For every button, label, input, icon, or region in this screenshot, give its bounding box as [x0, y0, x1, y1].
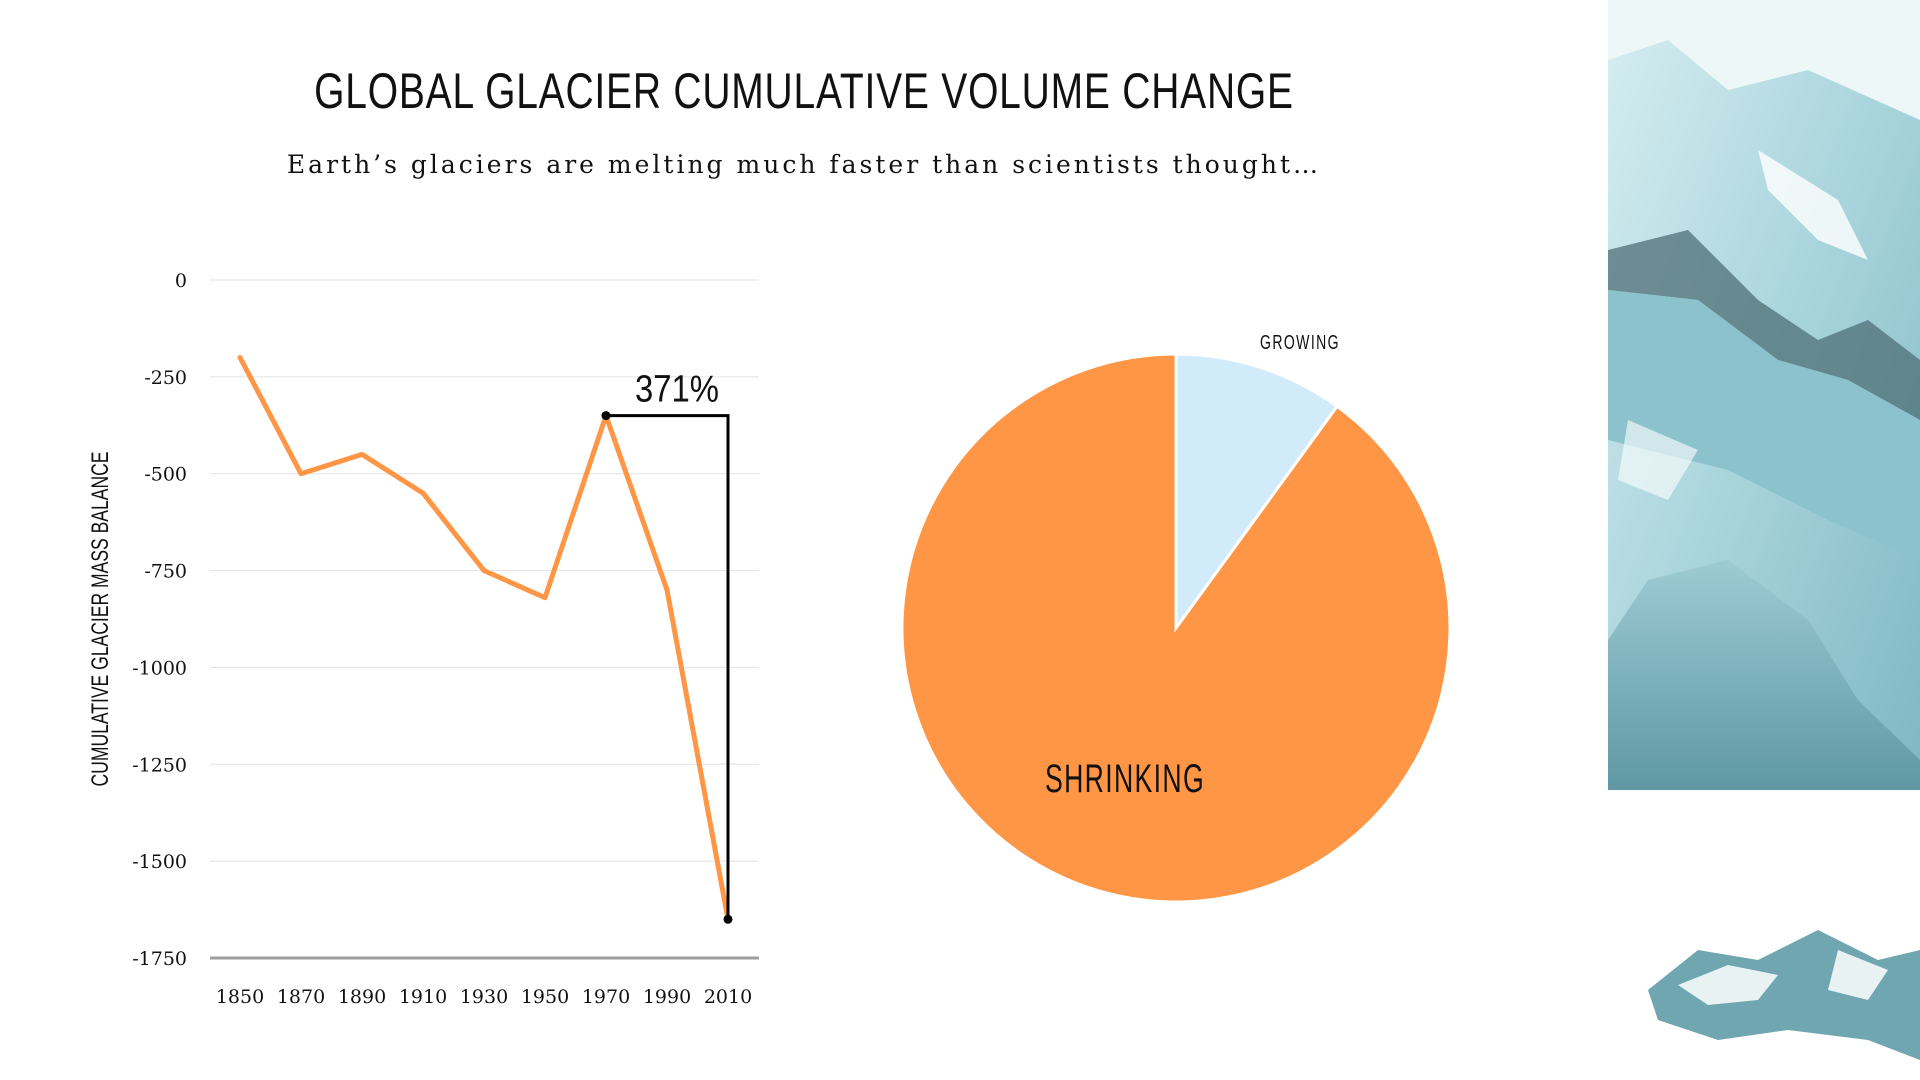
x-tick-label: 1950	[521, 986, 569, 1008]
annotation-label: 371%	[635, 369, 719, 411]
x-tick-label: 1850	[216, 986, 264, 1008]
x-tick-label: 2010	[704, 986, 752, 1008]
annotation-dot-start	[601, 411, 611, 421]
line-chart: 0-250-500-750-1000-1250-1500-1750 1850 18…	[87, 270, 759, 1008]
pie-slice-growing	[1174, 352, 1340, 633]
pie-slices	[900, 352, 1452, 904]
series-line	[237, 354, 731, 922]
series-point	[239, 356, 241, 358]
grid-lines	[210, 279, 759, 960]
y-tick-label: -750	[144, 561, 187, 583]
pie-labels: GROWING SHRINKING	[1045, 332, 1340, 801]
y-axis-ticks: 0 -250 -500 -750 -1000 -1250 -1500 -1750	[132, 270, 187, 970]
y-tick-label: -500	[144, 464, 187, 486]
series-point	[300, 473, 302, 475]
y-tick-label: -250	[144, 367, 187, 389]
pie-label-shrinking: SHRINKING	[1045, 757, 1205, 801]
chart-subtitle: Earth’s glaciers are melting much faster…	[286, 150, 1322, 179]
series-point	[361, 453, 363, 455]
pie-slice-shrinking	[900, 352, 1452, 904]
x-tick-label: 1870	[277, 986, 325, 1008]
x-tick-label: 1890	[338, 986, 386, 1008]
y-axis-title: CUMULATIVE GLACIER MASS BALANCE	[87, 452, 114, 787]
y-tick-label: -1750	[132, 948, 187, 970]
charts-canvas: 0-250-500-750-1000-1250-1500-1750 1850 18…	[87, 270, 1452, 1008]
x-axis-ticks: 1850 1870 1890 1910 1930 1950 1970 1990 2010	[216, 986, 752, 1008]
series-point	[422, 492, 424, 494]
chart-title: GLOBAL GLACIER CUMULATIVE VOLUME CHANGE	[314, 63, 1294, 119]
pie-chart: GROWING SHRINKING	[900, 332, 1452, 904]
y-tick-label: -1250	[132, 754, 187, 776]
pie-label-growing: GROWING	[1260, 332, 1340, 354]
annotation-bracket	[606, 414, 730, 920]
annotation-dot-end	[723, 914, 733, 924]
series-point	[666, 589, 668, 591]
x-tick-label: 1930	[460, 986, 508, 1008]
series-points	[239, 356, 729, 920]
y-tick-label: -1000	[132, 657, 187, 679]
glacier-ice-photo	[1608, 0, 1920, 1080]
x-tick-label: 1910	[399, 986, 447, 1008]
series-point	[483, 570, 485, 572]
y-tick-label: 0	[175, 270, 187, 292]
y-tick-label: -1500	[132, 851, 187, 873]
x-tick-label: 1990	[643, 986, 691, 1008]
series-point	[544, 597, 546, 599]
x-tick-label: 1970	[582, 986, 630, 1008]
